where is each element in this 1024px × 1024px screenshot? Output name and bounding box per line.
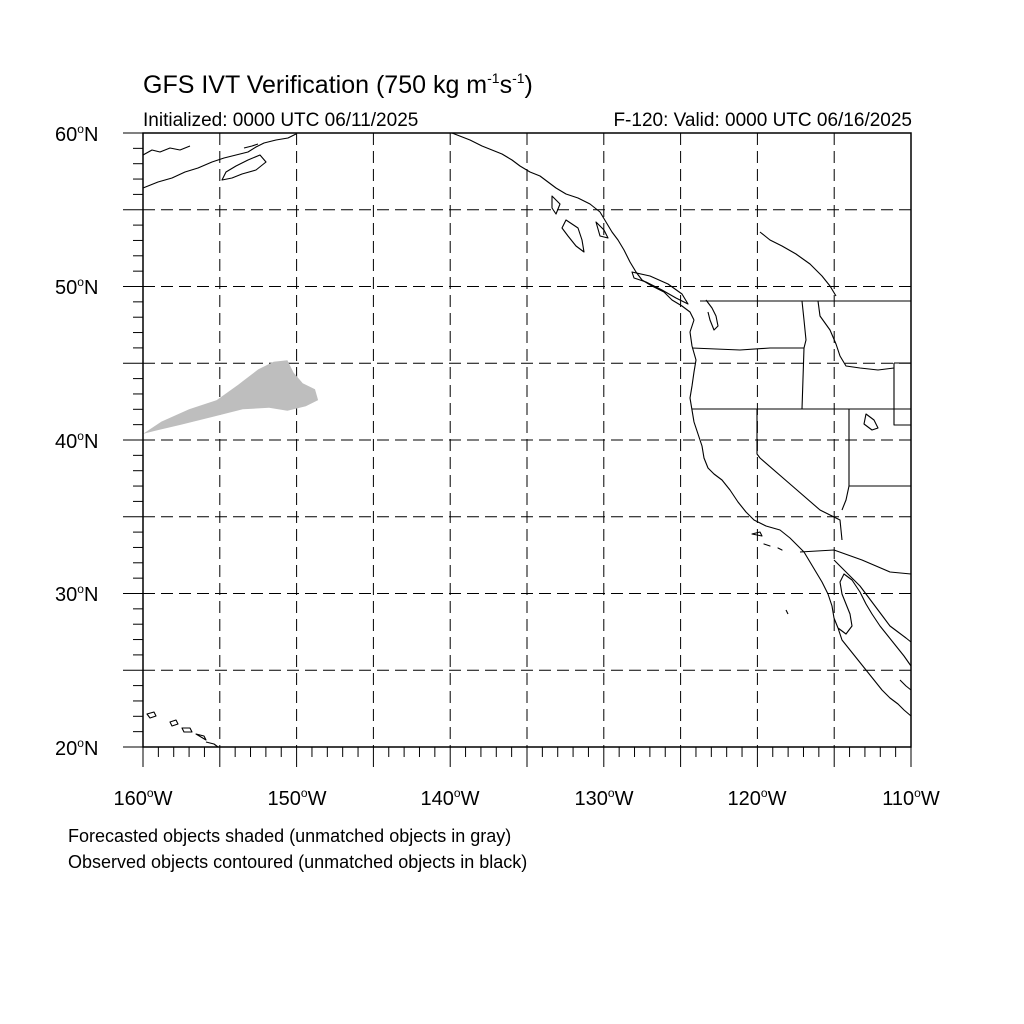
baja-california	[837, 573, 912, 717]
lon-label-140w: 140oW	[420, 786, 480, 810]
chart-title: GFS IVT Verification (750 kg m-1s-1)	[143, 70, 533, 99]
california-nevada-border	[756, 409, 843, 541]
valid-time: F-120: Valid: 0000 UTC 06/16/2025	[613, 110, 912, 131]
alaska-coast	[142, 133, 297, 189]
coastlines-and-borders	[142, 132, 912, 748]
lat-label-50: 50oN	[55, 275, 99, 299]
observed-legend-note: Observed objects contoured (unmatched ob…	[68, 852, 528, 872]
lon-label-130w: 130oW	[574, 786, 634, 810]
puget-sound	[705, 299, 719, 331]
great-salt-lake	[863, 413, 879, 431]
bc-islands	[551, 195, 689, 305]
lon-label-150w: 150oW	[267, 786, 327, 810]
lat-label-20: 20oN	[55, 736, 99, 760]
wa-or-border	[691, 347, 804, 351]
lon-label-120w: 120oW	[727, 786, 787, 810]
channel-islands	[751, 531, 789, 615]
lat-label-40: 40oN	[55, 429, 99, 453]
lon-label-110w: 110oW	[882, 786, 940, 810]
west-coast-usa	[689, 319, 839, 629]
lat-lon-grid	[143, 133, 911, 747]
mexico-mainland-coast	[833, 559, 912, 691]
forecast-legend-note: Forecasted objects shaded (unmatched obj…	[68, 826, 512, 846]
lat-label-30: 30oN	[55, 582, 99, 606]
initialized-time: Initialized: 0000 UTC 06/11/2025	[143, 110, 419, 131]
forecast-objects	[143, 360, 319, 434]
hawaii-islands	[146, 711, 219, 748]
axis-ticks	[123, 132, 912, 767]
idaho-montana-border	[817, 300, 895, 371]
nevada-utah-border	[841, 409, 850, 511]
map-frame	[142, 132, 912, 748]
se-alaska-bc-coast	[451, 132, 695, 321]
unmatched-forecast-object	[143, 360, 319, 434]
columbia-river	[759, 231, 837, 297]
lat-label-60: 60oN	[55, 122, 99, 146]
lon-label-160w: 160oW	[113, 786, 173, 810]
us-mexico-border	[799, 549, 912, 575]
wyoming-border	[893, 362, 911, 426]
idaho-west-border	[801, 300, 807, 410]
